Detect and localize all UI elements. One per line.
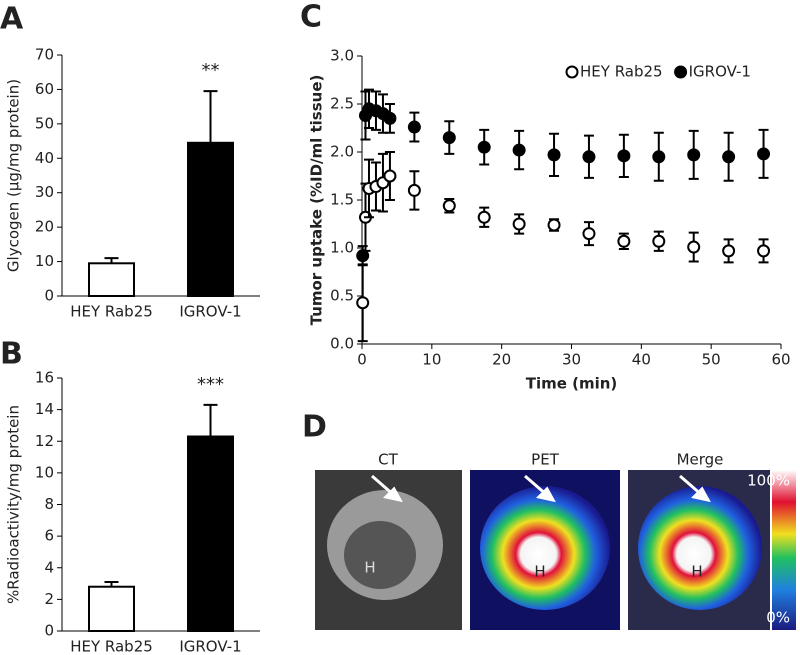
panel-letter: D (302, 410, 327, 445)
x-tick-label: 60 (771, 351, 790, 369)
marker (722, 244, 736, 258)
panel-letter: B (0, 337, 23, 372)
y-axis-label: %Radioactivity/mg protein (5, 405, 23, 604)
y-tick-label: 30 (35, 183, 54, 201)
ct-heart (344, 521, 416, 589)
bar (187, 141, 234, 297)
marker (477, 140, 491, 154)
scale-min: 0% (766, 609, 790, 627)
chart-panel: B 0 2 4 6 8 10 12 14 16 %Radioactivity/mg protein H… (0, 337, 260, 655)
marker (547, 218, 561, 232)
image-title: PET (531, 451, 560, 469)
panel-letter: C (300, 0, 322, 35)
color-scale (772, 470, 796, 630)
marker (722, 150, 736, 164)
marker (442, 131, 456, 145)
error-bar (203, 403, 218, 437)
bar (88, 262, 135, 297)
marker (547, 148, 561, 162)
marker (512, 143, 526, 157)
marker (383, 169, 397, 183)
x-tick-label: 20 (492, 351, 511, 369)
y-tick-label: 40 (35, 149, 54, 167)
x-axis-label: Time (min) (526, 375, 618, 393)
legend-marker (674, 65, 688, 79)
chart-panel: A 0 10 20 30 40 50 60 70 Glycogen (μg/mg protein)… (0, 2, 260, 321)
y-tick-label: 6 (44, 527, 54, 545)
x-tick-label: HEY Rab25 (70, 303, 153, 321)
marker (652, 150, 666, 164)
marker (757, 244, 771, 258)
marker (617, 234, 631, 248)
marker (442, 199, 456, 213)
y-tick-label: 10 (35, 252, 54, 270)
x-tick-label: 40 (632, 351, 651, 369)
y-tick-label: 4 (44, 558, 54, 576)
marker (652, 234, 666, 248)
bar (187, 435, 234, 632)
y-tick-label: 2 (44, 590, 54, 608)
marker (582, 150, 596, 164)
bar (88, 585, 135, 632)
y-tick-label: 2.5 (330, 95, 354, 113)
y-tick-label: 1.5 (330, 191, 354, 209)
pet-uptake (480, 486, 610, 610)
y-tick-label: 14 (35, 400, 54, 418)
marker (687, 148, 701, 162)
image-title: CT (378, 451, 398, 469)
image-title: Merge (677, 451, 724, 469)
y-tick-label: 8 (44, 495, 54, 513)
legend-label: IGROV-1 (689, 63, 751, 81)
marker (407, 120, 421, 134)
x-tick-label: 10 (422, 351, 441, 369)
marker (617, 149, 631, 163)
heart-marker: H (691, 563, 702, 581)
y-tick-label: 0 (44, 622, 54, 640)
y-tick-label: 1.0 (330, 239, 354, 257)
x-tick-label: IGROV-1 (179, 638, 241, 655)
y-axis-label: Glycogen (μg/mg protein) (5, 79, 23, 272)
heart-marker: H (364, 559, 375, 577)
y-tick-label: 0.0 (330, 335, 354, 353)
significance: ** (202, 60, 220, 81)
scale-max: 100% (747, 472, 790, 490)
legend-label: HEY Rab25 (580, 63, 663, 81)
y-tick-label: 12 (35, 432, 54, 450)
x-tick-label: HEY Rab25 (70, 638, 153, 655)
y-tick-label: 16 (35, 369, 54, 387)
y-tick-label: 10 (35, 463, 54, 481)
marker (407, 183, 421, 197)
y-tick-label: 3.0 (330, 47, 354, 65)
panel-d: D CT PET Merge H H H 100% 0% (302, 410, 796, 630)
y-tick-label: 50 (35, 114, 54, 132)
y-tick-label: 0.5 (330, 287, 354, 305)
legend-marker (565, 65, 579, 79)
y-tick-label: 2.0 (330, 143, 354, 161)
marker (477, 210, 491, 224)
y-tick-label: 60 (35, 80, 54, 98)
marker (757, 147, 771, 161)
marker (582, 227, 596, 241)
heart-marker: H (534, 563, 545, 581)
y-tick-label: 20 (35, 218, 54, 236)
marker (512, 217, 526, 231)
y-tick-label: 0 (44, 287, 54, 305)
y-tick-label: 70 (35, 46, 54, 64)
panel-letter: A (0, 2, 24, 37)
x-tick-label: IGROV-1 (179, 303, 241, 321)
marker (356, 296, 370, 310)
significance: *** (197, 374, 224, 395)
marker (687, 240, 701, 254)
error-bar (203, 90, 218, 143)
x-tick-label: 0 (357, 351, 367, 369)
arrows (371, 474, 711, 503)
y-axis-label: Tumor uptake (%ID/ml tissue) (308, 75, 326, 326)
marker (383, 111, 397, 125)
marker (356, 249, 370, 263)
x-tick-label: 50 (702, 351, 721, 369)
merge-uptake (638, 486, 762, 610)
x-tick-label: 30 (562, 351, 581, 369)
